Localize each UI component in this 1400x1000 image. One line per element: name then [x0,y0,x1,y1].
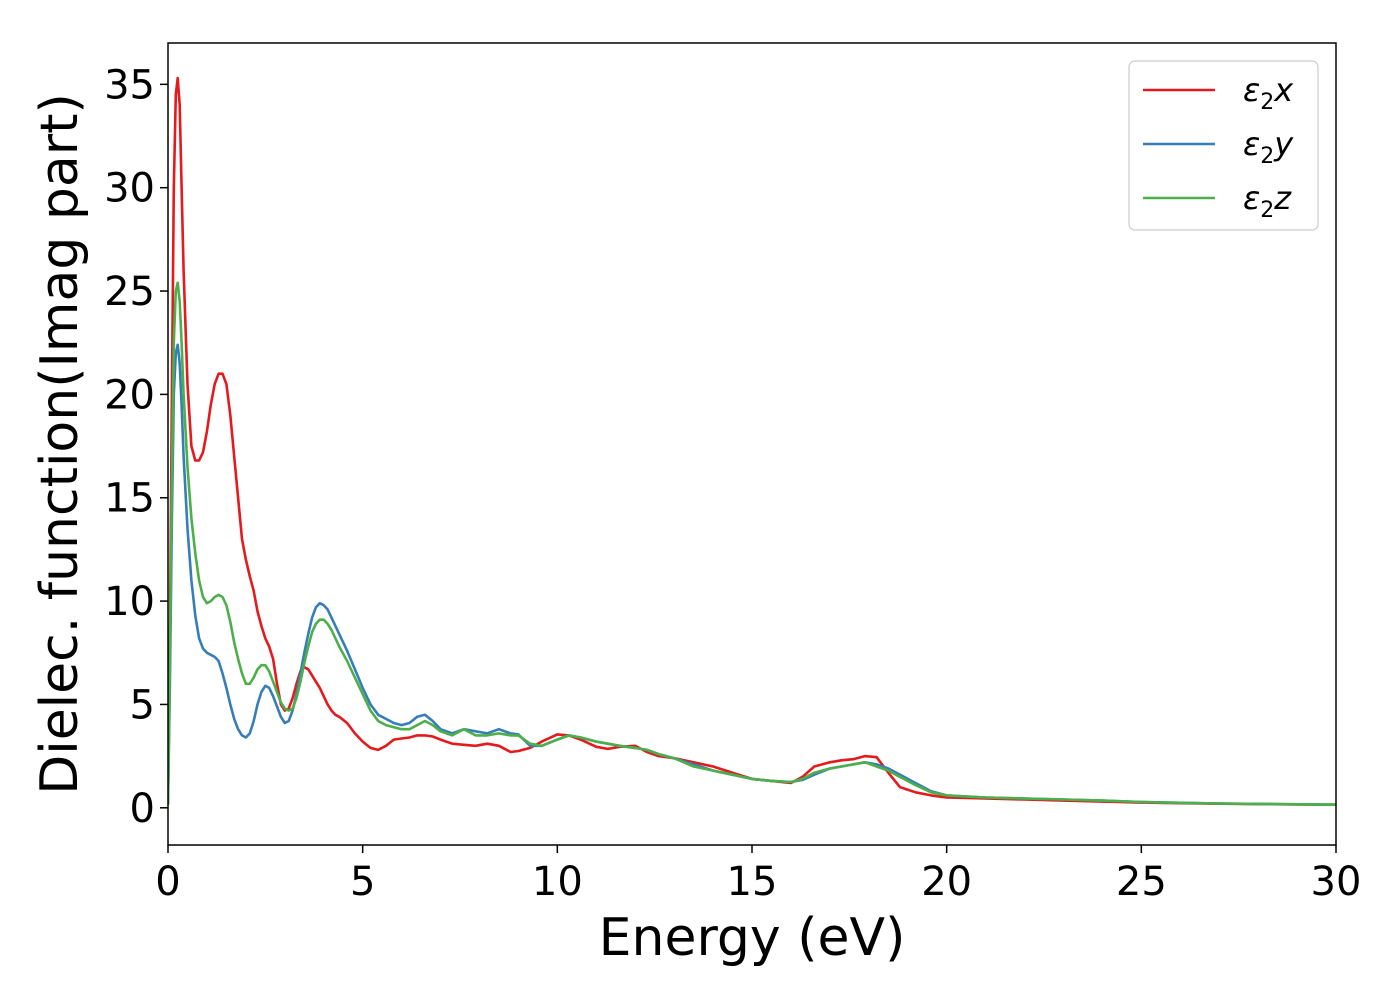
legend: ε2x ε2y ε2z [1128,60,1319,231]
x-tick-label: 20 [921,859,972,905]
y-tick-label: 20 [104,372,155,418]
x-tick-label: 10 [532,859,583,905]
y-tick-label: 35 [104,62,155,108]
x-tick-label: 25 [1116,859,1167,905]
y-tick-label: 15 [104,476,155,522]
y-tick-label: 30 [104,166,155,212]
legend-label: ε2x [1243,71,1294,115]
series-line-3 [168,281,1336,806]
y-tick-label: 10 [104,579,155,625]
series-line-2 [168,343,1336,806]
y-tick-label: 5 [130,682,155,728]
y-tick-label: 0 [130,786,155,832]
x-axis: 0 5 10 15 20 25 30 [155,845,1361,905]
legend-label: ε2y [1243,125,1294,169]
y-axis-title: Dielec. function(Imag part) [30,93,90,795]
y-tick-label: 25 [104,269,155,315]
legend-label: ε2z [1243,179,1292,223]
x-tick-label: 30 [1311,859,1362,905]
x-axis-title: Energy (eV) [599,908,906,968]
legend-box [1128,60,1319,231]
x-tick-label: 15 [727,859,778,905]
series-layer [168,76,1336,806]
series-line-1 [168,76,1336,806]
x-tick-label: 5 [350,859,375,905]
y-axis: 0 5 10 15 20 25 30 35 [104,62,168,832]
x-tick-label: 0 [155,859,180,905]
